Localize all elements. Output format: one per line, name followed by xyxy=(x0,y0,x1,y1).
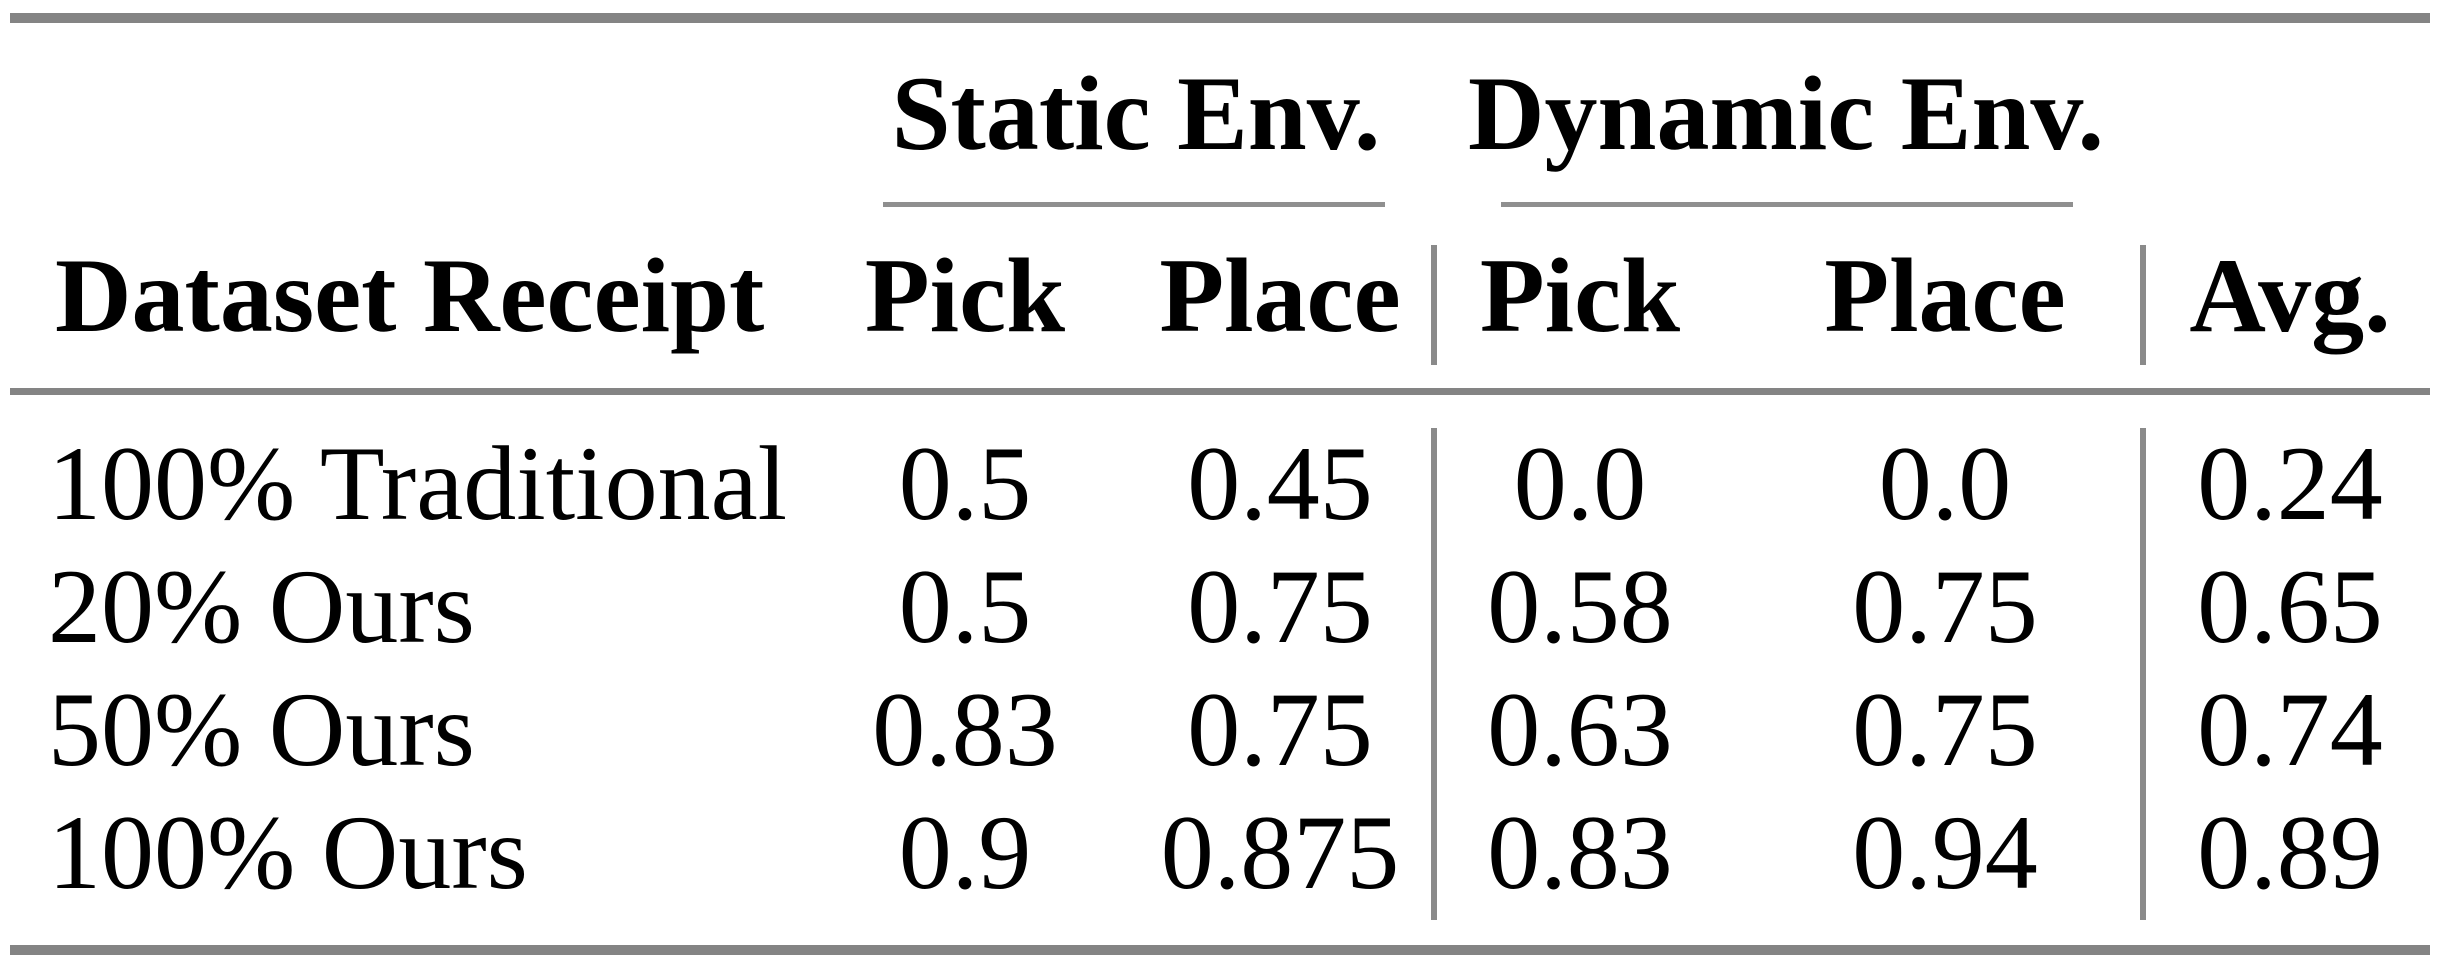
vertical-rule-avg-header xyxy=(2140,245,2146,365)
table-cell-static-place: 0.75 xyxy=(1187,671,1373,788)
table-cell-static-place: 0.45 xyxy=(1187,425,1373,542)
column-header-static-place: Place xyxy=(1159,237,1401,354)
table-cell-dynamic-place: 0.0 xyxy=(1878,425,2012,542)
vertical-rule-avg-body xyxy=(2140,428,2146,920)
table-cell-dynamic-place: 0.75 xyxy=(1852,548,2038,665)
table-cell-static-pick: 0.83 xyxy=(872,671,1058,788)
table-cell-static-pick: 0.5 xyxy=(898,548,1032,665)
table-cell-dynamic-pick: 0.58 xyxy=(1487,548,1673,665)
column-header-static-pick: Pick xyxy=(864,237,1066,354)
table-top-rule xyxy=(10,13,2430,23)
table-bottom-rule xyxy=(10,945,2430,955)
vertical-rule-static-dynamic-body xyxy=(1431,428,1437,920)
column-header-dynamic-pick: Pick xyxy=(1479,237,1681,354)
group-header-static-env: Static Env. xyxy=(891,55,1381,172)
static-env-cmidrule xyxy=(883,202,1385,207)
table-cell-static-place: 0.75 xyxy=(1187,548,1373,665)
table-cell-dynamic-pick: 0.63 xyxy=(1487,671,1673,788)
table-cell-static-place: 0.875 xyxy=(1160,794,1400,911)
row-label: 20% Ours xyxy=(48,548,475,665)
row-label: 100% Ours xyxy=(48,794,528,911)
column-header-dataset-receipt: Dataset Receipt xyxy=(55,237,765,354)
table-cell-dynamic-place: 0.75 xyxy=(1852,671,2038,788)
column-header-avg: Avg. xyxy=(2189,237,2391,354)
table-cell-dynamic-pick: 0.83 xyxy=(1487,794,1673,911)
table-cell-avg: 0.74 xyxy=(2197,671,2383,788)
table-cell-dynamic-place: 0.94 xyxy=(1852,794,2038,911)
row-label: 50% Ours xyxy=(48,671,475,788)
table-cell-avg: 0.65 xyxy=(2197,548,2383,665)
column-header-dynamic-place: Place xyxy=(1824,237,2066,354)
table-cell-dynamic-pick: 0.0 xyxy=(1513,425,1647,542)
row-label: 100% Traditional xyxy=(48,425,788,542)
group-header-dynamic-env: Dynamic Env. xyxy=(1467,55,2105,172)
table-cell-static-pick: 0.9 xyxy=(898,794,1032,911)
vertical-rule-static-dynamic-header xyxy=(1431,245,1437,365)
table-mid-rule xyxy=(10,388,2430,395)
dynamic-env-cmidrule xyxy=(1501,202,2073,207)
table-cell-avg: 0.24 xyxy=(2197,425,2383,542)
table-cell-static-pick: 0.5 xyxy=(898,425,1032,542)
table-cell-avg: 0.89 xyxy=(2197,794,2383,911)
